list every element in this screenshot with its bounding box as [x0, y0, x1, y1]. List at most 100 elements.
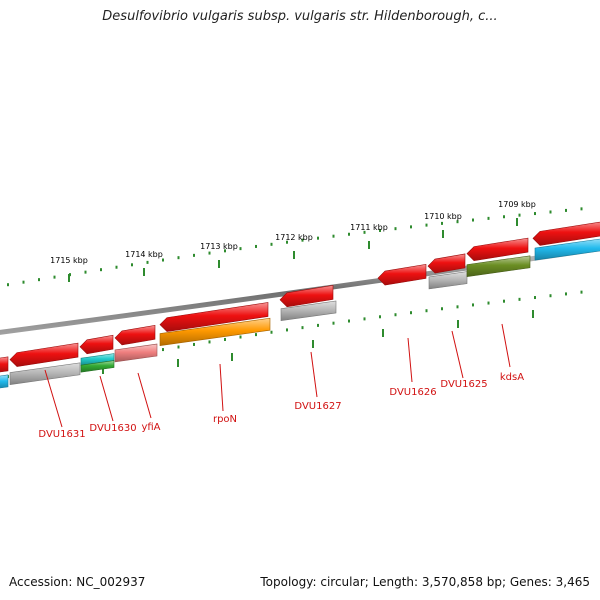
inner-scale-dot [363, 317, 366, 321]
gene-label[interactable]: DVU1627 [294, 401, 341, 412]
inner-scale-dot [255, 333, 257, 337]
kbp-tick-label: 1709 kbp [498, 200, 536, 209]
inner-scale-dot [487, 301, 490, 305]
gene-arrow-red[interactable] [377, 264, 427, 286]
outer-scale-dot [487, 216, 490, 220]
inner-scale-dot [441, 307, 443, 311]
gene-category-block[interactable] [0, 374, 9, 389]
outer-scale-dot [503, 215, 505, 219]
inner-scale-dot [534, 296, 536, 300]
gene-arrow-red[interactable] [9, 342, 79, 367]
map-title: Desulfovibrio vulgaris subsp. vulgaris s… [102, 9, 498, 24]
outer-scale-dot [363, 230, 366, 234]
inner-scale-dot [301, 326, 304, 330]
gene-category-block[interactable] [9, 362, 81, 385]
gene-label[interactable]: DVU1625 [440, 379, 487, 390]
gene-arrow-red[interactable] [114, 324, 156, 346]
inner-scale-dot [425, 309, 428, 313]
gene-arrow-red[interactable] [0, 356, 9, 373]
gene-label-leader [219, 363, 224, 412]
inner-scale-dot [580, 290, 583, 294]
gene-category-block[interactable] [466, 255, 531, 277]
outer-scale-dot [22, 280, 25, 284]
gene-arrow-red[interactable] [427, 253, 466, 274]
gene-category-block[interactable] [534, 238, 600, 261]
kbp-tick-label: 1713 kbp [200, 242, 238, 251]
accession-text: Accession: NC_002937 [9, 575, 146, 589]
gene-label-leader [407, 337, 413, 383]
gene-category-block[interactable] [114, 343, 158, 363]
inner-scale-dot [224, 337, 226, 341]
outer-scale-dot [146, 260, 149, 264]
outer-scale-dot [301, 238, 304, 242]
gene-label[interactable]: rpoN [213, 414, 237, 425]
gene-arrow-red[interactable] [532, 221, 600, 246]
outer-scale-dot [270, 242, 273, 246]
outer-scale-dot [379, 228, 381, 232]
kbp-tick-label: 1714 kbp [125, 250, 163, 259]
outer-scale-dot [193, 253, 195, 257]
gene-label-leader [501, 323, 511, 368]
outer-scale-dot [348, 232, 350, 236]
inner-scale-dot [503, 299, 505, 303]
gene-label[interactable]: DVU1626 [389, 387, 436, 398]
outer-scale-dot [38, 278, 40, 282]
inner-scale-dot [239, 335, 242, 339]
gene-label[interactable]: yfiA [141, 422, 160, 433]
gene-label[interactable]: DVU1630 [89, 423, 136, 434]
outer-scale-dot [580, 207, 583, 211]
gene-label-leader [451, 330, 464, 379]
outer-scale-dot [162, 258, 164, 262]
outer-scale-dot [456, 220, 459, 224]
inner-scale-dot [394, 313, 397, 317]
gene-label-leader [310, 351, 318, 398]
gene-category-block[interactable] [428, 271, 468, 290]
outer-scale-dot [100, 268, 102, 272]
outer-scale-dot [332, 234, 335, 238]
gene-label-leader [99, 375, 114, 422]
gene-arrow-red[interactable] [79, 334, 114, 355]
inner-scale-dot [410, 311, 412, 315]
gene-label-leader [44, 369, 63, 428]
inner-scale-dot [348, 319, 350, 323]
outer-scale-dot [53, 275, 56, 279]
gene-category-block[interactable] [280, 300, 337, 322]
gene-label[interactable]: kdsA [500, 372, 524, 383]
outer-scale-dot [534, 212, 536, 216]
kbp-tick-label: 1711 kbp [350, 223, 388, 232]
inner-scale-dot [270, 330, 273, 334]
inner-scale-dot [518, 297, 521, 301]
inner-scale-dot [162, 348, 164, 352]
gene-arrow-red[interactable] [279, 285, 334, 308]
outer-scale-dot [255, 244, 257, 248]
inner-scale-dot [286, 328, 288, 332]
outer-scale-dot [208, 251, 211, 255]
outer-scale-dot [317, 236, 319, 240]
inner-scale-dot [332, 321, 335, 325]
inner-scale-dot [565, 292, 567, 296]
gene-label[interactable]: DVU1631 [38, 429, 85, 440]
inner-scale-dot [472, 303, 474, 307]
outer-scale-dot [286, 240, 288, 244]
outer-scale-dot [441, 221, 443, 225]
outer-scale-dot [84, 270, 87, 274]
gene-arrow-red[interactable] [466, 237, 529, 261]
inner-scale-dot [456, 305, 459, 309]
gene-arrow-red[interactable] [159, 302, 269, 332]
gene-category-block[interactable] [80, 360, 115, 373]
inner-scale-dot [317, 323, 319, 327]
outer-scale-dot [224, 249, 226, 253]
outer-scale-dot [518, 213, 521, 217]
kbp-tick-label: 1710 kbp [424, 212, 462, 221]
kbp-tick-label: 1715 kbp [50, 256, 88, 265]
outer-scale-dot [131, 263, 133, 267]
gene-label-leader [137, 372, 152, 419]
inner-scale-dot [208, 340, 211, 344]
inner-scale-dot [379, 315, 381, 319]
outer-scale-dot [549, 210, 552, 214]
gene-category-block[interactable] [159, 317, 271, 346]
outer-scale-dot [565, 208, 567, 212]
inner-scale-dot [549, 294, 552, 298]
outer-scale-dot [394, 227, 397, 231]
